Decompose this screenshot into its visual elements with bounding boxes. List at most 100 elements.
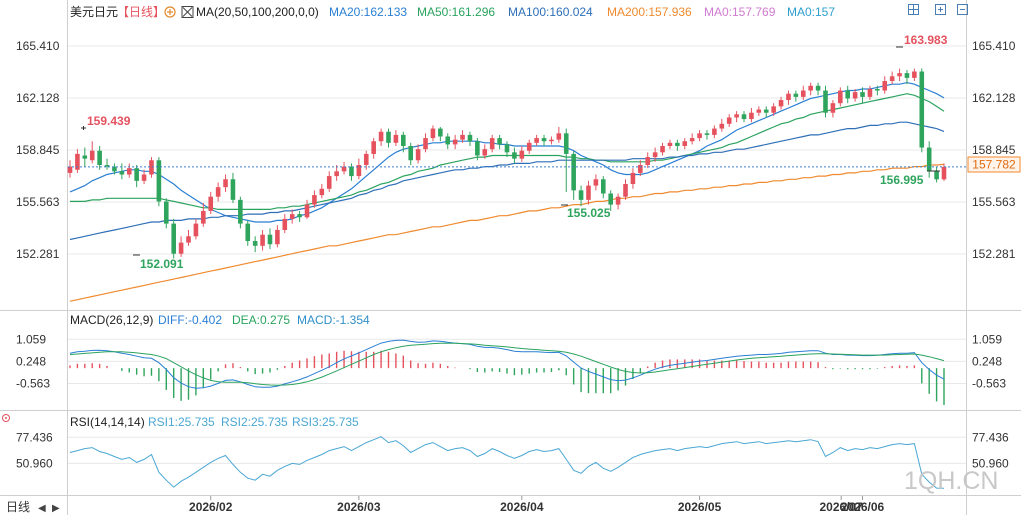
ma50-value: MA50:161.296 [417, 5, 495, 19]
candle [452, 134, 458, 150]
candle [378, 128, 384, 146]
candle [912, 68, 917, 82]
candle-body [238, 199, 243, 224]
candle [489, 134, 495, 153]
candle [726, 114, 732, 127]
candle [526, 139, 532, 154]
candle-body [778, 100, 784, 107]
rsi-axis: 77.436 77.436 50.960 50.960 [16, 430, 1009, 470]
candle-body [282, 218, 288, 230]
candle [223, 174, 228, 192]
candle [667, 139, 673, 150]
candle [652, 147, 658, 162]
candle-body [497, 138, 502, 145]
candle-body [126, 168, 132, 175]
candle-body [763, 109, 769, 113]
scroll-left-icon[interactable]: ◀ [38, 503, 46, 514]
candle-body [356, 165, 362, 177]
price-tick-label: 158.845 [972, 143, 1016, 157]
price-tick-label: 155.563 [972, 195, 1016, 209]
candle [178, 236, 184, 257]
candle [126, 163, 132, 178]
candle [593, 174, 599, 191]
candle [312, 190, 317, 208]
candle [904, 69, 910, 85]
candle-body [771, 106, 776, 113]
candle [112, 163, 117, 175]
candle-body [630, 172, 636, 185]
indicator-settings-icon[interactable] [181, 6, 194, 18]
period-label[interactable]: 【日线】 [117, 5, 165, 19]
candle [852, 88, 858, 102]
macd-tick-label-left: -0.563 [16, 376, 50, 390]
candle [882, 76, 888, 94]
candle-body [549, 139, 554, 142]
candle [697, 130, 702, 142]
candle-body [860, 92, 865, 97]
candle-body [838, 90, 843, 104]
candle [815, 82, 821, 96]
candle-body [193, 223, 199, 237]
candle-body [267, 234, 273, 245]
candle-body [882, 81, 888, 91]
candle [363, 150, 369, 170]
candle-body [704, 133, 710, 135]
candle-body [460, 134, 465, 140]
candle-body [312, 195, 317, 205]
candle [563, 128, 569, 192]
candle-body [608, 193, 613, 205]
candle [497, 134, 502, 150]
price-tick-label: 162.128 [972, 91, 1016, 105]
candle [289, 209, 295, 224]
candle-body [623, 184, 628, 197]
crosshair-icon[interactable] [908, 4, 919, 15]
candle [934, 166, 939, 183]
candle-body [912, 71, 917, 78]
candle [408, 142, 414, 165]
candle [519, 145, 525, 162]
scroll-right-icon[interactable]: ▶ [52, 503, 60, 514]
candle [504, 141, 510, 158]
price-tick-label: 165.410 [972, 39, 1016, 53]
candle [201, 203, 206, 227]
candle-body [889, 76, 895, 82]
ma200-value: MA200:157.936 [607, 5, 692, 19]
rsi-tick-label: 77.436 [972, 430, 1009, 444]
period-switch-icon[interactable] [164, 6, 176, 18]
candle-body [89, 150, 95, 161]
candle-body [823, 90, 828, 113]
candle [741, 111, 747, 123]
candle-body [652, 152, 658, 158]
candle [371, 138, 376, 159]
rsi-settings-icon[interactable] [2, 414, 10, 422]
candle [630, 168, 636, 189]
time-tick-label: 2026/03 [337, 500, 381, 514]
candle [556, 126, 562, 143]
candle [245, 220, 251, 246]
candle-body [519, 150, 525, 159]
gridlines [68, 45, 966, 255]
candle-body [430, 128, 436, 139]
candle-body [186, 236, 191, 243]
candle-body [349, 166, 354, 177]
zoom-in-icon[interactable] [935, 4, 946, 15]
macd-value: MACD:-1.354 [297, 313, 370, 327]
candle-body [934, 171, 939, 180]
candle-body [600, 179, 606, 194]
bottom-period-label[interactable]: 日线 [6, 500, 30, 514]
candle [756, 106, 762, 116]
candle-body [541, 138, 547, 142]
rsi2-value: RSI2:25.735 [221, 415, 288, 429]
candle-body [875, 88, 880, 91]
candle [119, 163, 125, 180]
candle-body [82, 155, 88, 159]
macd-panel [68, 338, 966, 406]
current-price-tag [967, 156, 1021, 173]
candle-body [638, 165, 643, 173]
candle-body [201, 210, 206, 224]
candle-body [830, 103, 836, 113]
candle [193, 218, 199, 240]
candle [534, 134, 539, 146]
zoom-out-icon[interactable] [957, 4, 968, 15]
candle [778, 96, 784, 110]
